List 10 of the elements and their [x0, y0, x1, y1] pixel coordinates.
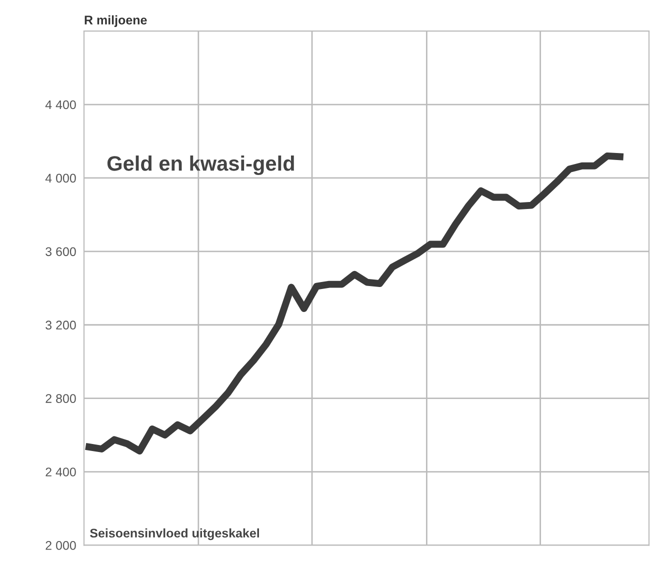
annotation: Seisoensinvloed uitgeskakel — [90, 528, 259, 540]
y-tick-label: 3 600 — [46, 247, 76, 256]
y-tick-label: 2 400 — [46, 468, 76, 476]
annotation: Geld en kwasi-geld — [107, 156, 294, 176]
y-tick-label: 2 800 — [46, 394, 76, 403]
y-axis-title: R miljoene — [84, 15, 147, 27]
y-tick-label: 2 000 — [46, 541, 76, 550]
y-tick-label: 4 000 — [45, 174, 76, 183]
y-tick-label: 4 400 — [45, 100, 76, 110]
y-tick-label: 3 200 — [46, 320, 76, 330]
